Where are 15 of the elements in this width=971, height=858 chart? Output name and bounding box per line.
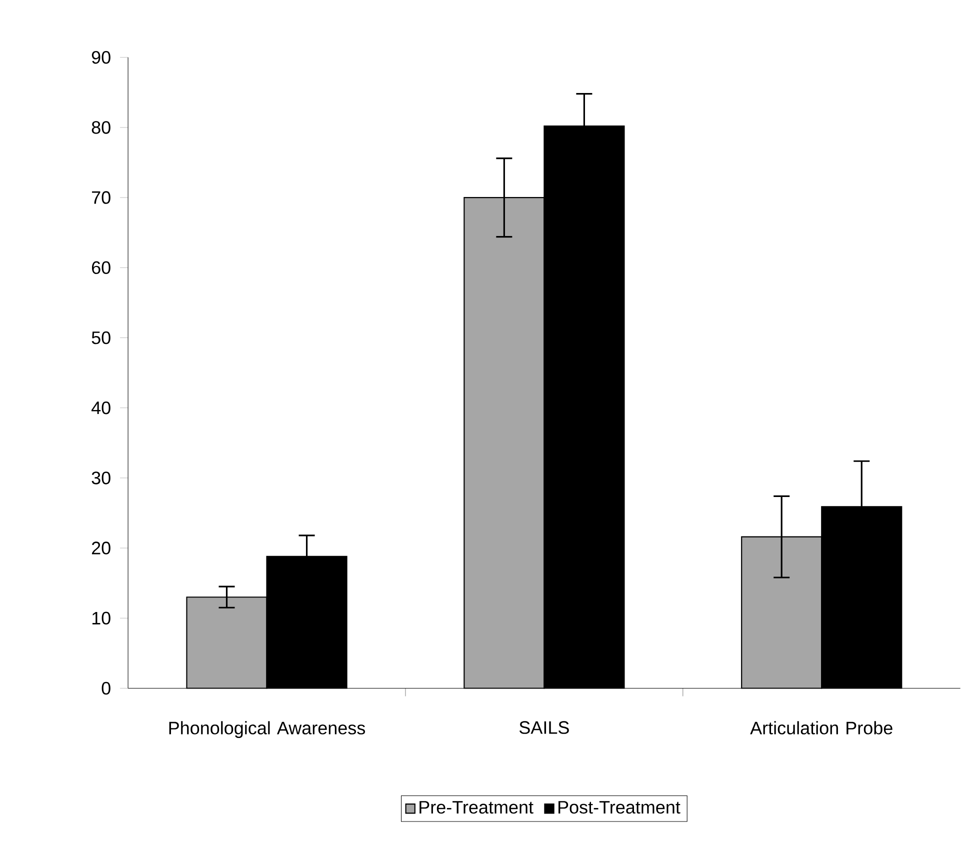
y-tick-label: 20	[92, 542, 110, 554]
y-tick-label: 10	[92, 612, 110, 624]
legend-label: Post-Treatment	[558, 800, 680, 814]
y-tick-label: 0	[102, 682, 110, 694]
x-tick-label: Articulation Probe	[750, 721, 892, 734]
y-tick-label: 50	[92, 331, 110, 344]
y-tick-label: 30	[92, 471, 110, 484]
y-tick-label: 60	[92, 261, 110, 274]
y-tick-label: 90	[92, 50, 110, 64]
x-tick-label: Phonological Awareness	[169, 721, 366, 738]
y-tick-label: 40	[91, 401, 110, 414]
y-tick-label: 80	[92, 120, 110, 134]
legend-label: Pre-Treatment	[420, 800, 534, 814]
y-tick-label: 70	[92, 191, 110, 204]
x-tick-label: SAILS	[519, 721, 569, 734]
